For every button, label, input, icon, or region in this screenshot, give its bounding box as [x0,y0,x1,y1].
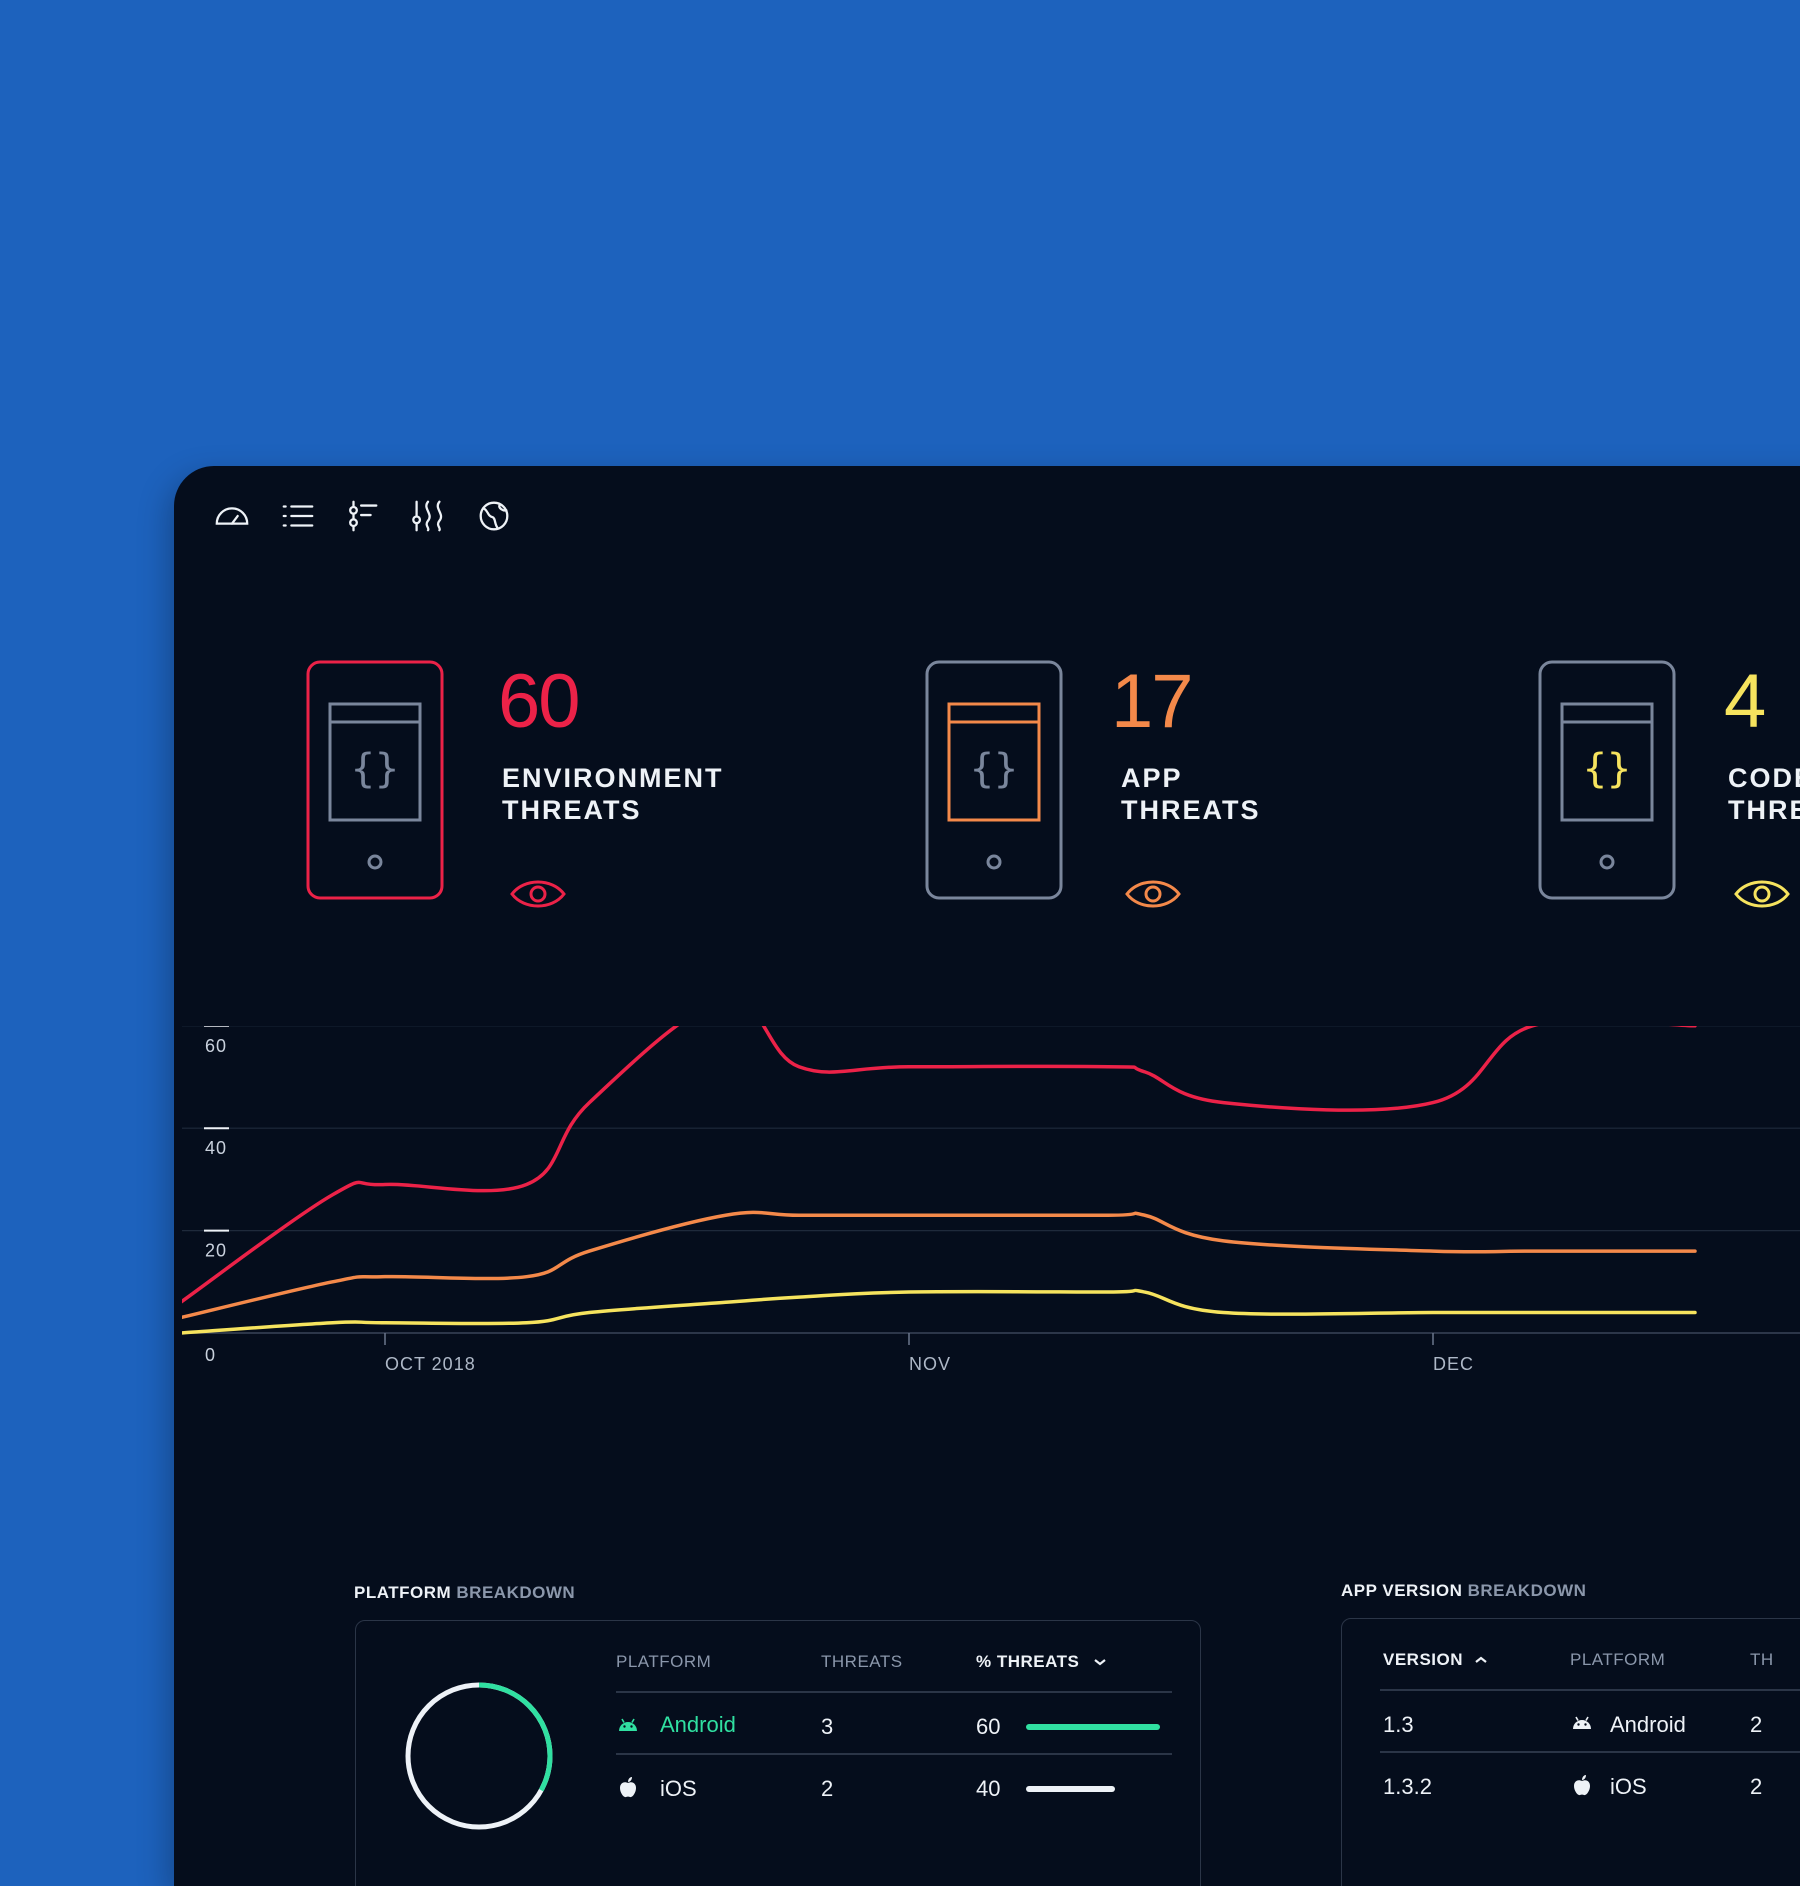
svg-text:{}: {} [970,746,1018,792]
stat-value: 60 [498,659,581,744]
phone-code-icon: {} [1538,660,1676,900]
list-icon[interactable] [276,494,320,538]
apple-icon [1574,1775,1590,1796]
stat-value: 17 [1111,659,1194,744]
y-tick-label: 40 [205,1138,227,1158]
platform-name: iOS [660,1776,697,1801]
series-line [178,1288,1697,1335]
chevron-down-icon [1093,1659,1106,1666]
row-divider [1380,1751,1800,1753]
svg-text:{}: {} [351,746,399,792]
stat-label: APP THREATS [1121,763,1261,825]
chevron-up-icon [1475,1656,1487,1663]
x-tick-label: OCT 2018 [385,1354,476,1374]
dashboard-icon[interactable] [210,494,254,538]
platform-name: Android [1610,1712,1686,1737]
dashboard-window: {} 60 ENVIRONMENT THREATS {} 17 APP THRE… [174,466,1800,1886]
y-tick-label: 0 [205,1345,216,1365]
threat-count: 2 [1750,1774,1763,1799]
threat-count: 2 [821,1776,834,1801]
phone-code-icon: {} [306,660,444,900]
globe-icon[interactable] [472,494,516,538]
filter-list-icon[interactable] [341,494,385,538]
svg-text:{}: {} [1583,746,1631,792]
donut-segment-android [405,1682,553,1830]
series-line [178,1026,1697,1305]
platform-name: Android [660,1712,736,1737]
platform-name: iOS [1610,1774,1647,1799]
threat-count: 3 [821,1714,834,1739]
version-number: 1.3 [1383,1712,1414,1737]
threat-count: 2 [1750,1712,1763,1737]
threats-line-chart: 0 20 40 60 OCT 2018 NOV DEC [174,1026,1800,1406]
sliders-icon[interactable] [406,494,450,538]
threat-percent: 40 [976,1776,1001,1801]
platform-donut-chart [405,1682,553,1830]
column-header-version[interactable]: VERSION [1383,1650,1488,1670]
platform-breakdown-title: PLATFORM BREAKDOWN [354,1583,576,1602]
y-tick-label: 20 [205,1241,227,1261]
apple-icon [620,1777,636,1798]
stat-value: 4 [1724,659,1766,744]
column-header-platform[interactable]: PLATFORM [1570,1650,1666,1669]
chart-edge-mask [174,1026,182,1406]
x-tick-label: DEC [1433,1354,1474,1374]
platform-breakdown-panel: PLATFORM THREATS % THREATS Android 3 60 [355,1620,1201,1886]
app-version-breakdown-title: APP VERSION BREAKDOWN [1341,1581,1587,1600]
column-header-threats[interactable]: TH [1750,1650,1774,1669]
series-line [178,1210,1697,1320]
x-tick-label: NOV [909,1354,951,1374]
android-icon [619,1718,637,1731]
stat-label: CODE THREATS [1728,763,1800,825]
eye-icon[interactable] [1123,874,1183,914]
percent-bar [1026,1786,1116,1792]
phone-code-icon: {} [925,660,1063,900]
column-header-threats[interactable]: THREATS [821,1652,903,1671]
y-tick-label: 60 [205,1036,227,1056]
percent-bar [1026,1724,1160,1730]
version-number: 1.3.2 [1383,1774,1432,1799]
threat-percent: 60 [976,1714,1001,1739]
header-divider [1380,1689,1800,1691]
row-divider [616,1753,1172,1755]
android-icon [1573,1716,1591,1729]
stat-label: ENVIRONMENT THREATS [502,763,724,825]
header-divider [616,1691,1172,1693]
column-header-pct-threats[interactable]: % THREATS [976,1652,1107,1672]
eye-icon[interactable] [508,874,568,914]
eye-icon[interactable] [1732,874,1792,914]
app-version-breakdown-panel: VERSION PLATFORM TH 1.3 Android 2 1.3.2 [1341,1618,1800,1886]
column-header-platform[interactable]: PLATFORM [616,1652,712,1671]
